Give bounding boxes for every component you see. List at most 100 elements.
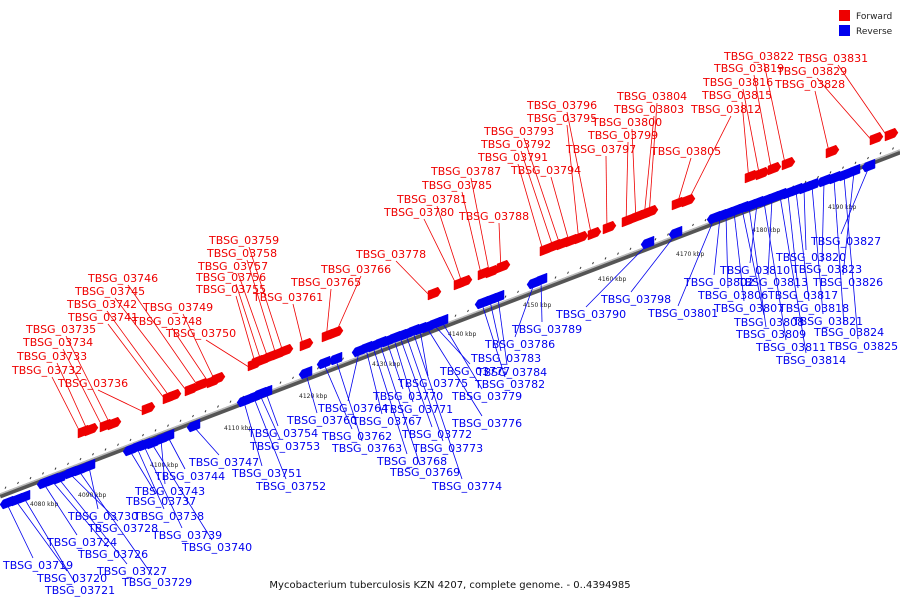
- reverse-gene-label[interactable]: TBSG_03818: [778, 302, 849, 315]
- reverse-gene-feature[interactable]: [836, 167, 851, 182]
- reverse-gene-label[interactable]: TBSG_03776: [451, 417, 522, 430]
- reverse-gene-feature[interactable]: [640, 235, 655, 250]
- forward-gene-label[interactable]: TBSG_03829: [776, 65, 847, 78]
- reverse-gene-label[interactable]: TBSG_03744: [154, 470, 225, 483]
- reverse-gene-label[interactable]: TBSG_03760: [286, 414, 357, 427]
- reverse-gene-label[interactable]: TBSG_03789: [511, 323, 582, 336]
- reverse-gene-feature[interactable]: [258, 384, 273, 399]
- forward-gene-label[interactable]: TBSG_03733: [16, 350, 87, 363]
- reverse-gene-feature[interactable]: [298, 365, 313, 380]
- reverse-gene-label[interactable]: TBSG_03808: [733, 316, 804, 329]
- forward-gene-feature[interactable]: [496, 259, 511, 274]
- reverse-gene-feature[interactable]: [81, 458, 96, 473]
- reverse-gene-label[interactable]: TBSG_03726: [77, 548, 148, 561]
- forward-gene-label[interactable]: TBSG_03765: [290, 276, 361, 289]
- forward-gene-label[interactable]: TBSG_03758: [206, 247, 277, 260]
- reverse-gene-label[interactable]: TBSG_03820: [775, 251, 846, 264]
- reverse-gene-label[interactable]: TBSG_03806: [697, 289, 768, 302]
- forward-gene-feature[interactable]: [602, 220, 617, 235]
- forward-gene-label[interactable]: TBSG_03799: [587, 129, 658, 142]
- reverse-gene-label[interactable]: TBSG_03753: [249, 440, 320, 453]
- forward-gene-label[interactable]: TBSG_03766: [320, 263, 391, 276]
- reverse-gene-label[interactable]: TBSG_03740: [181, 541, 252, 554]
- reverse-gene-label[interactable]: TBSG_03739: [151, 529, 222, 542]
- forward-gene-label[interactable]: TBSG_03795: [526, 112, 597, 125]
- reverse-gene-label[interactable]: TBSG_03769: [389, 466, 460, 479]
- reverse-gene-label[interactable]: TBSG_03783: [470, 352, 541, 365]
- forward-gene-label[interactable]: TBSG_03828: [774, 78, 845, 91]
- reverse-gene-label[interactable]: TBSG_03826: [812, 276, 883, 289]
- forward-gene-feature[interactable]: [781, 156, 796, 171]
- forward-gene-label[interactable]: TBSG_03745: [74, 285, 145, 298]
- forward-gene-label[interactable]: TBSG_03787: [430, 165, 501, 178]
- reverse-gene-label[interactable]: TBSG_03824: [813, 326, 884, 339]
- reverse-gene-feature[interactable]: [160, 428, 175, 443]
- forward-gene-feature[interactable]: [329, 325, 344, 340]
- forward-gene-label[interactable]: TBSG_03785: [421, 179, 492, 192]
- forward-gene-feature[interactable]: [141, 401, 156, 416]
- forward-gene-feature[interactable]: [299, 337, 314, 352]
- reverse-gene-feature[interactable]: [533, 272, 548, 287]
- forward-gene-label[interactable]: TBSG_03732: [11, 364, 82, 377]
- reverse-gene-label[interactable]: TBSG_03737: [125, 495, 196, 508]
- forward-gene-feature[interactable]: [279, 343, 294, 358]
- reverse-gene-label[interactable]: TBSG_03817: [767, 289, 838, 302]
- reverse-gene-label[interactable]: TBSG_03767: [351, 415, 422, 428]
- forward-gene-feature[interactable]: [427, 286, 442, 301]
- reverse-gene-label[interactable]: TBSG_03770: [372, 390, 443, 403]
- reverse-gene-label[interactable]: TBSG_03729: [121, 576, 192, 589]
- forward-gene-label[interactable]: TBSG_03741: [67, 311, 138, 324]
- reverse-gene-label[interactable]: TBSG_03772: [401, 428, 472, 441]
- forward-gene-label[interactable]: TBSG_03815: [701, 89, 772, 102]
- reverse-gene-feature[interactable]: [434, 313, 449, 328]
- reverse-gene-label[interactable]: TBSG_03821: [792, 315, 863, 328]
- forward-gene-label[interactable]: TBSG_03794: [510, 164, 581, 177]
- reverse-gene-label[interactable]: TBSG_03752: [255, 480, 326, 493]
- forward-gene-label[interactable]: TBSG_03734: [22, 336, 93, 349]
- reverse-gene-label[interactable]: TBSG_03754: [247, 427, 318, 440]
- reverse-gene-label[interactable]: TBSG_03751: [231, 467, 302, 480]
- forward-gene-feature[interactable]: [107, 416, 122, 431]
- forward-gene-label[interactable]: TBSG_03742: [66, 298, 137, 311]
- reverse-gene-label[interactable]: TBSG_03775: [397, 377, 468, 390]
- forward-gene-feature[interactable]: [884, 127, 899, 142]
- forward-gene-label[interactable]: TBSG_03749: [142, 301, 213, 314]
- forward-gene-feature[interactable]: [869, 131, 884, 146]
- reverse-gene-label[interactable]: TBSG_03763: [331, 442, 402, 455]
- forward-gene-feature[interactable]: [681, 193, 696, 208]
- reverse-gene-label[interactable]: TBSG_03721: [44, 584, 115, 597]
- forward-gene-label[interactable]: TBSG_03757: [197, 260, 268, 273]
- forward-gene-feature[interactable]: [458, 274, 473, 289]
- reverse-gene-label[interactable]: TBSG_03720: [36, 572, 107, 585]
- forward-gene-label[interactable]: TBSG_03748: [131, 315, 202, 328]
- reverse-gene-label[interactable]: TBSG_03801: [647, 307, 718, 320]
- forward-gene-label[interactable]: TBSG_03736: [57, 377, 128, 390]
- reverse-gene-label[interactable]: TBSG_03762: [321, 430, 392, 443]
- forward-gene-label[interactable]: TBSG_03788: [458, 210, 529, 223]
- reverse-gene-label[interactable]: TBSG_03771: [382, 403, 453, 416]
- forward-gene-label[interactable]: TBSG_03756: [195, 271, 266, 284]
- forward-gene-label[interactable]: TBSG_03759: [208, 234, 279, 247]
- reverse-gene-feature[interactable]: [16, 489, 31, 504]
- reverse-gene-label[interactable]: TBSG_03827: [810, 235, 881, 248]
- reverse-gene-label[interactable]: TBSG_03784: [476, 366, 547, 379]
- reverse-gene-feature[interactable]: [186, 418, 201, 433]
- reverse-gene-label[interactable]: TBSG_03813: [737, 276, 808, 289]
- reverse-gene-label[interactable]: TBSG_03728: [87, 522, 158, 535]
- reverse-gene-label[interactable]: TBSG_03790: [555, 308, 626, 321]
- forward-gene-label[interactable]: TBSG_03796: [526, 99, 597, 112]
- reverse-gene-feature[interactable]: [804, 177, 819, 192]
- forward-gene-feature[interactable]: [167, 388, 182, 403]
- reverse-gene-label[interactable]: TBSG_03719: [2, 559, 73, 572]
- forward-gene-label[interactable]: TBSG_03791: [477, 151, 548, 164]
- reverse-gene-label[interactable]: TBSG_03730: [67, 510, 138, 523]
- reverse-gene-label[interactable]: TBSG_03823: [791, 263, 862, 276]
- forward-gene-label[interactable]: TBSG_03812: [690, 103, 761, 116]
- reverse-gene-label[interactable]: TBSG_03809: [735, 328, 806, 341]
- forward-gene-label[interactable]: TBSG_03822: [723, 50, 794, 63]
- forward-gene-label[interactable]: TBSG_03792: [480, 138, 551, 151]
- forward-gene-feature[interactable]: [84, 422, 99, 437]
- forward-gene-label[interactable]: TBSG_03797: [565, 143, 636, 156]
- forward-gene-label[interactable]: TBSG_03805: [650, 145, 721, 158]
- forward-gene-feature[interactable]: [587, 226, 602, 241]
